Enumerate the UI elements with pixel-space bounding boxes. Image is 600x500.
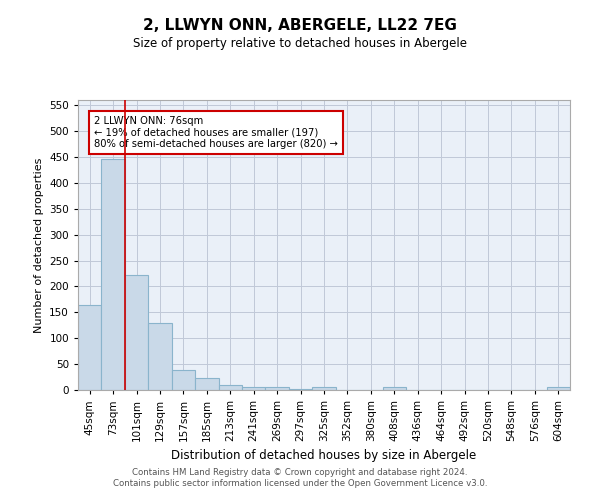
Text: Contains HM Land Registry data © Crown copyright and database right 2024.
Contai: Contains HM Land Registry data © Crown c…	[113, 468, 487, 487]
Text: Size of property relative to detached houses in Abergele: Size of property relative to detached ho…	[133, 38, 467, 51]
Y-axis label: Number of detached properties: Number of detached properties	[34, 158, 44, 332]
Bar	[125, 275, 148, 390]
Bar	[547, 388, 570, 390]
Bar	[148, 322, 172, 390]
Bar	[242, 387, 265, 390]
X-axis label: Distribution of detached houses by size in Abergele: Distribution of detached houses by size …	[172, 450, 476, 462]
Bar	[265, 388, 289, 390]
Bar	[218, 385, 242, 390]
Bar	[172, 370, 195, 390]
Bar	[195, 378, 218, 390]
Bar	[312, 388, 336, 390]
Bar	[383, 388, 406, 390]
Bar	[78, 304, 101, 390]
Bar	[101, 158, 125, 390]
Text: 2 LLWYN ONN: 76sqm
← 19% of detached houses are smaller (197)
80% of semi-detach: 2 LLWYN ONN: 76sqm ← 19% of detached hou…	[94, 116, 338, 148]
Text: 2, LLWYN ONN, ABERGELE, LL22 7EG: 2, LLWYN ONN, ABERGELE, LL22 7EG	[143, 18, 457, 32]
